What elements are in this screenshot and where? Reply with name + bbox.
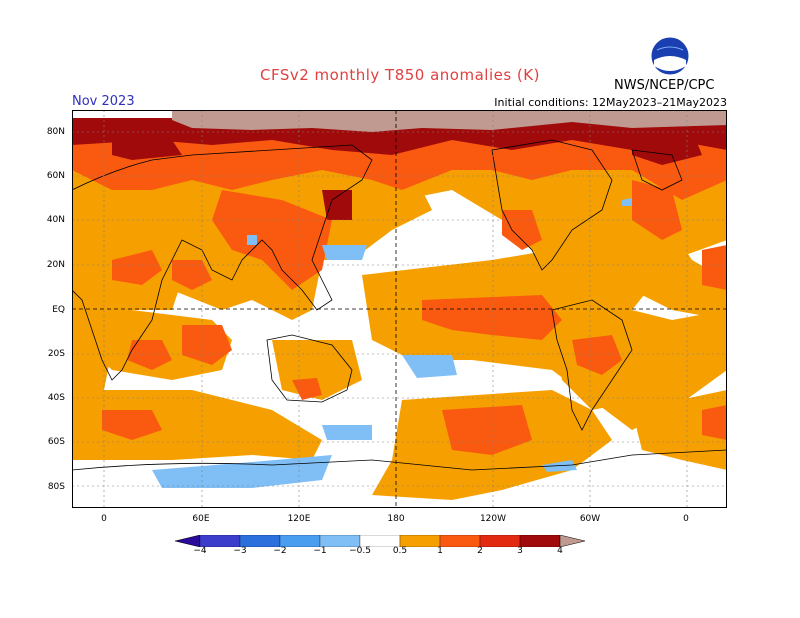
map-frame (72, 110, 727, 508)
colorbar-arrow-high (559, 535, 586, 547)
lon-label: 120W (479, 514, 507, 524)
colorbar-segment (439, 535, 481, 547)
colorbar-tick-label: −0.5 (349, 546, 371, 556)
forecast-month: Nov 2023 (72, 94, 135, 109)
anomaly-1-2 (72, 130, 727, 455)
colorbar-tick-label: 1 (437, 546, 443, 556)
colorbar-tick-label: 3 (517, 546, 523, 556)
coastlines (72, 139, 727, 471)
lat-label: 80N (46, 127, 65, 137)
lat-label: 60S (47, 437, 65, 447)
lon-label: 0 (101, 514, 107, 524)
initial-conditions: Initial conditions: 12May2023–21May2023 (494, 96, 727, 109)
colorbar-segment (479, 535, 521, 547)
lon-label: 60E (192, 514, 210, 524)
lon-label: 180 (387, 514, 405, 524)
colorbar-tick-label: 0.5 (392, 546, 408, 556)
colorbar-tick-label: −4 (193, 546, 207, 556)
colorbar-tick-label: 4 (557, 546, 563, 556)
lat-label: 20N (46, 260, 65, 270)
lat-label: 80S (47, 482, 65, 492)
equator-dateline (72, 110, 727, 508)
lat-label: 40S (47, 393, 65, 403)
lat-label: 60N (46, 171, 65, 181)
colorbar (175, 535, 586, 547)
colorbar-tick-label: −1 (313, 546, 327, 556)
colorbar-tick-label: 2 (477, 546, 483, 556)
lon-label: 0 (683, 514, 689, 524)
anomaly-above-3 (172, 110, 727, 132)
noaa-logo-icon (650, 36, 690, 76)
lat-label: 40N (46, 215, 65, 225)
anomaly-map (72, 110, 727, 508)
colorbar-tick-label: −3 (233, 546, 247, 556)
colorbar-segment (519, 535, 561, 547)
lon-label: 60W (579, 514, 601, 524)
lon-label: 120E (287, 514, 311, 524)
chart-title: CFSv2 monthly T850 anomalies (K) (260, 66, 540, 84)
lat-label: EQ (52, 305, 65, 315)
colorbar-tick-label: −2 (273, 546, 287, 556)
agency-label: NWS/NCEP/CPC (614, 78, 715, 93)
gridlines (72, 110, 727, 508)
anomaly-minus1-minus0.5 (152, 198, 632, 488)
lat-label: 20S (47, 349, 65, 359)
